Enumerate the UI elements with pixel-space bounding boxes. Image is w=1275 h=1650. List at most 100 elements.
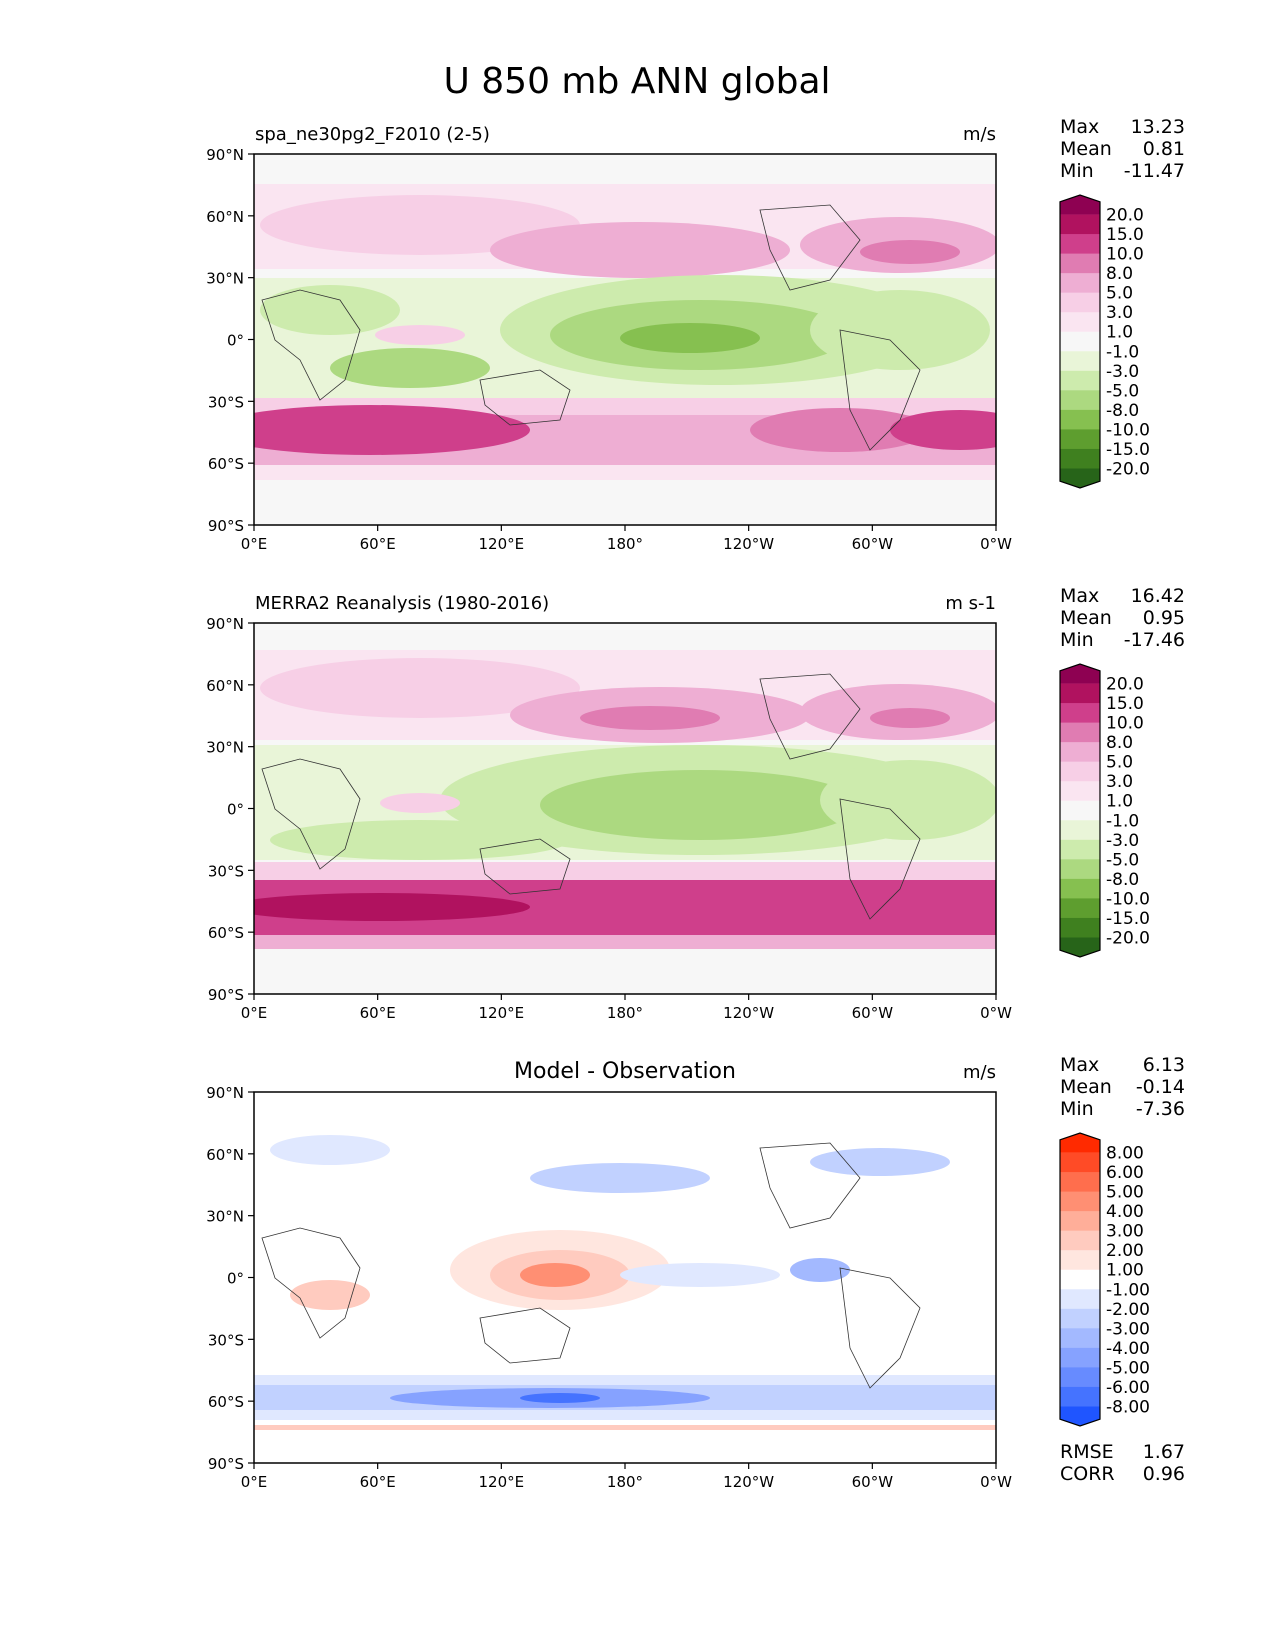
lon-tick-label: 60°E — [360, 535, 396, 553]
colorbar-label: 3.00 — [1106, 1222, 1144, 1242]
colorbar-label: 1.0 — [1106, 323, 1133, 343]
colorbar-label: 20.0 — [1106, 206, 1144, 226]
colorbar-swatch — [1060, 1308, 1100, 1329]
lon-tick-label: 120°W — [723, 1004, 774, 1022]
colorbar-label: -5.00 — [1106, 1358, 1150, 1378]
lat-tick-label: 90°S — [208, 1455, 244, 1473]
lat-tick-label: 60°N — [206, 1146, 244, 1164]
lat-tick-label: 0° — [227, 801, 244, 819]
lon-tick-label: 0°W — [980, 1004, 1012, 1022]
colorbar-swatch — [1060, 331, 1100, 352]
colorbar-swatch — [1060, 800, 1100, 821]
lat-tick-label: 60°N — [206, 677, 244, 695]
colorbar-swatch — [1060, 370, 1100, 391]
colorbar-swatch — [1060, 1289, 1100, 1310]
colorbar-swatch — [1060, 195, 1100, 215]
panel-difference: Model - Observation m/s — [253, 1059, 997, 1464]
colorbar-swatch — [1060, 234, 1100, 255]
lon-tick-label: 60°W — [852, 1004, 894, 1022]
stat-value: 6.13 — [1143, 1054, 1185, 1076]
panel-reference-units: m s-1 — [945, 593, 996, 614]
lat-tick-label: 30°S — [208, 1331, 244, 1349]
lon-tick-label: 120°W — [723, 535, 774, 553]
stat-value: -0.14 — [1136, 1076, 1185, 1098]
panel-test-left-title: spa_ne30pg2_F2010 (2-5) — [255, 124, 490, 145]
colorbar-swatch — [1060, 878, 1100, 899]
stat-label: Mean — [1060, 1076, 1112, 1098]
stat-label: Mean — [1060, 607, 1112, 629]
panel-test-units: m/s — [963, 124, 996, 145]
lat-tick-label: 60°S — [208, 455, 244, 473]
colorbar-swatch — [1060, 917, 1100, 938]
colorbar-label: 4.00 — [1106, 1202, 1144, 1222]
colorbar-swatch — [1060, 390, 1100, 411]
map-field-test — [254, 154, 996, 525]
lat-tick-label: 90°S — [208, 986, 244, 1004]
stat-label: Max — [1060, 116, 1099, 138]
stat-label: Min — [1060, 160, 1094, 182]
coastline — [479, 838, 571, 895]
coastline — [839, 798, 921, 920]
colorbar-swatch — [1060, 1269, 1100, 1290]
colorbar-swatch — [1060, 761, 1100, 782]
colorbar-swatch — [1060, 429, 1100, 450]
lat-tick-label: 30°N — [206, 739, 244, 757]
colorbar-swatch — [1060, 1406, 1100, 1426]
colorbar-label: 8.0 — [1106, 733, 1133, 753]
colorbar-label: -10.0 — [1106, 889, 1150, 909]
colorbar-swatch — [1060, 703, 1100, 724]
coastline — [479, 1307, 571, 1364]
lat-tick-label: 90°N — [206, 615, 244, 633]
colorbar-swatch — [1060, 1172, 1100, 1193]
colorbar-swatch — [1060, 1230, 1100, 1251]
colorbar-label: 8.0 — [1106, 264, 1133, 284]
colorbar-label: 20.0 — [1106, 675, 1144, 695]
colorbar-label: -20.0 — [1106, 928, 1150, 948]
colorbar-swatch — [1060, 683, 1100, 704]
colorbar-label: -5.0 — [1106, 850, 1139, 870]
coastline — [261, 758, 361, 870]
coastline — [839, 1267, 921, 1389]
lat-tick-label: 90°N — [206, 146, 244, 164]
figure-title: U 850 mb ANN global — [443, 61, 830, 102]
colorbar-swatch — [1060, 839, 1100, 860]
colorbar-swatch — [1060, 820, 1100, 841]
extra-stat-label: CORR — [1060, 1463, 1115, 1485]
stat-value: 13.23 — [1131, 116, 1185, 138]
colorbar-label: -2.00 — [1106, 1300, 1150, 1320]
colorbar-swatch — [1060, 1367, 1100, 1388]
lon-tick-label: 0°E — [241, 1004, 268, 1022]
colorbar-swatch — [1060, 214, 1100, 235]
stat-label: Mean — [1060, 138, 1112, 160]
colorbar-label: -1.00 — [1106, 1280, 1150, 1300]
colorbar-label: 3.0 — [1106, 772, 1133, 792]
colorbar-outline — [1059, 194, 1101, 489]
colorbar-label: -15.0 — [1106, 909, 1150, 929]
colorbar-label: 1.0 — [1106, 792, 1133, 812]
lon-tick-label: 60°E — [360, 1004, 396, 1022]
lat-tick-label: 90°N — [206, 1084, 244, 1102]
map-field-difference — [254, 1092, 996, 1463]
lon-tick-label: 180° — [607, 1473, 643, 1491]
coastline — [839, 329, 921, 451]
colorbar-swatch — [1060, 273, 1100, 294]
panel-difference-center-title: Model - Observation — [514, 1059, 736, 1084]
colorbar-label: -20.0 — [1106, 459, 1150, 479]
colorbar-swatch — [1060, 664, 1100, 684]
lat-tick-label: 60°S — [208, 924, 244, 942]
colorbar-label: 5.0 — [1106, 753, 1133, 773]
colorbar-swatch — [1060, 253, 1100, 274]
colorbar-label: -4.00 — [1106, 1339, 1150, 1359]
lat-tick-label: 0° — [227, 332, 244, 350]
extra-stat-value: 1.67 — [1143, 1441, 1185, 1463]
colorbar-label: -1.0 — [1106, 811, 1139, 831]
lon-tick-label: 120°E — [479, 1473, 525, 1491]
colorbar-swatch — [1060, 292, 1100, 313]
coastline — [479, 369, 571, 426]
colorbar-label: 8.00 — [1106, 1144, 1144, 1164]
stat-value: 16.42 — [1131, 585, 1185, 607]
colorbar-label: -3.0 — [1106, 362, 1139, 382]
panel-test: spa_ne30pg2_F2010 (2-5) m/s — [253, 124, 997, 526]
lon-tick-label: 0°E — [241, 1473, 268, 1491]
